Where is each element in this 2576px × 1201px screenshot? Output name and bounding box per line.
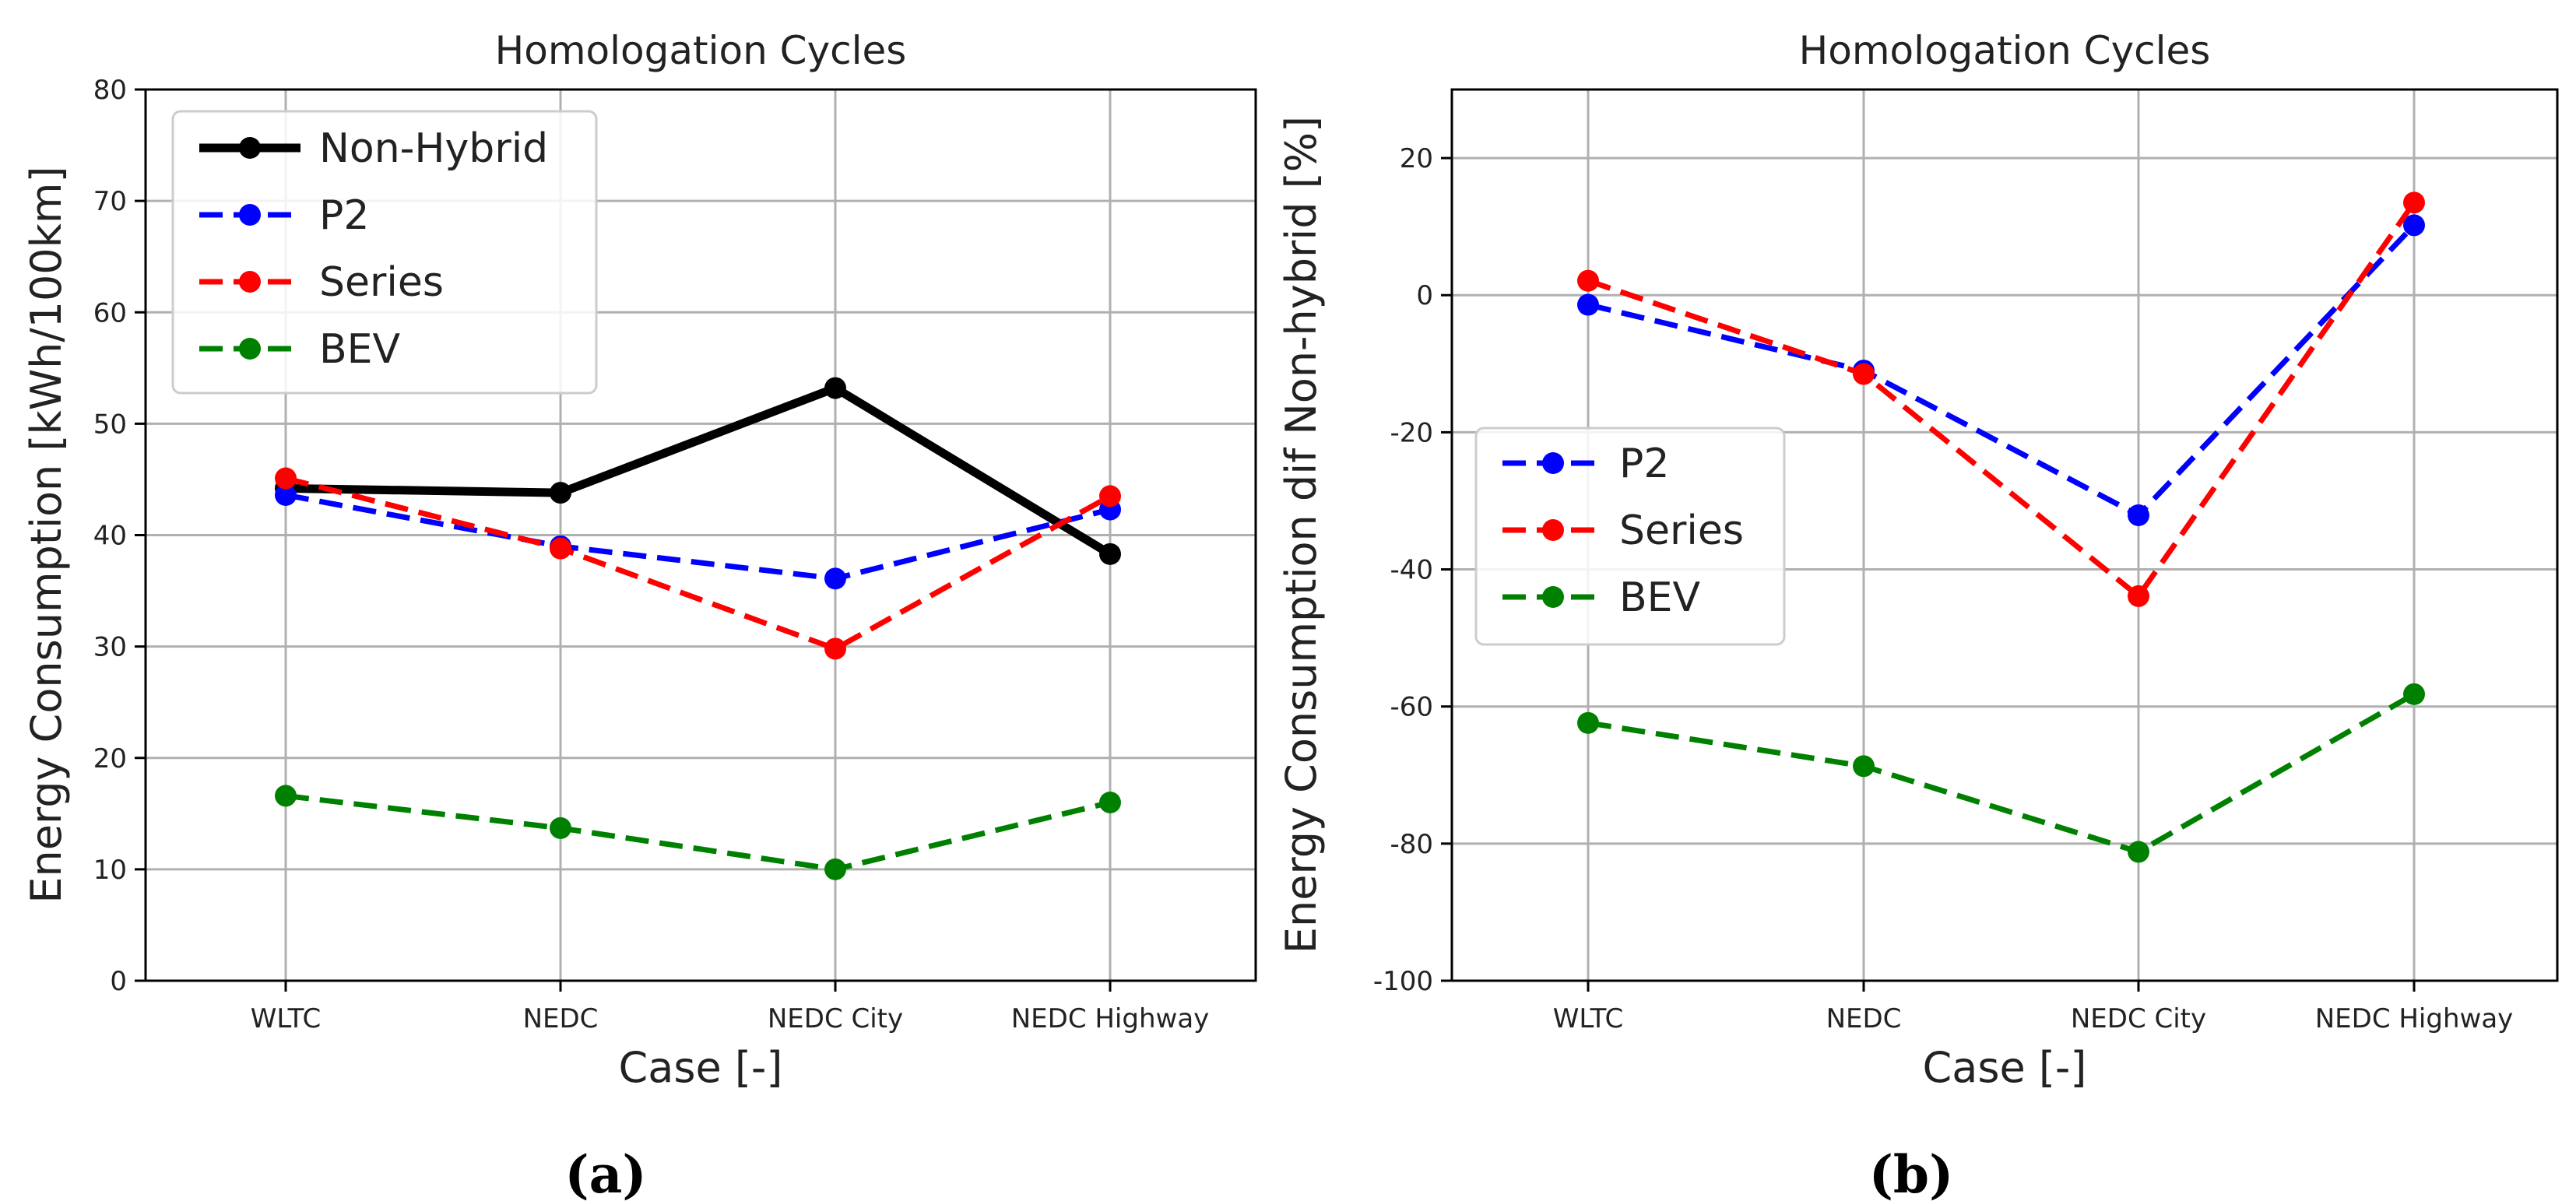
chart-b-legend: P2 Series BEV	[1474, 427, 1786, 646]
series-line-series	[1587, 201, 2416, 599]
series-line-bev	[285, 792, 1111, 873]
chart-b-xlabel: Case [-]	[1923, 1043, 2087, 1092]
legend-marker-p2	[1542, 452, 1564, 474]
data-point-series	[2403, 191, 2425, 214]
y-tick-label: 20	[1400, 143, 1433, 174]
legend-label-bev: BEV	[319, 326, 401, 373]
chart-b-frame	[1450, 88, 2559, 982]
legend-label-series: Series	[1619, 507, 1744, 554]
legend-marker-series	[1542, 519, 1564, 541]
series-line-bev	[1587, 691, 2416, 855]
data-point-p2	[2128, 504, 2149, 526]
data-point-bev	[1853, 755, 1875, 778]
data-point-series	[1853, 363, 1875, 385]
data-point-non-hybrid	[1099, 543, 1121, 565]
chart-b-title: Homologation Cycles	[1799, 28, 2211, 73]
data-point-bev	[1099, 792, 1121, 813]
chart-a-title: Homologation Cycles	[495, 28, 907, 73]
chart-a: Homologation Cycles 0 10 20 30 40 50 60 70 80 WL…	[22, 28, 1257, 1201]
legend-marker-bev	[239, 338, 261, 360]
data-point-series	[550, 537, 571, 560]
y-tick-label: 20	[93, 743, 127, 774]
chart-b-y-ticks: -100 -80 -60 -40 -20 0 20	[1373, 143, 1452, 997]
data-point-bev	[2128, 841, 2149, 863]
data-point-p2	[1577, 293, 1599, 316]
x-tick-label: NEDC	[523, 1003, 599, 1034]
x-tick-label: NEDC Highway	[2315, 1003, 2514, 1034]
y-tick-label: 70	[93, 186, 127, 217]
x-tick-label: WLTC	[251, 1003, 321, 1034]
series-line-p2	[1587, 223, 2416, 518]
chart-b-x-ticks: WLTC NEDC NEDC City NEDC Highway	[1553, 981, 2513, 1034]
y-tick-label: 0	[1416, 280, 1433, 311]
x-tick-label: NEDC City	[2071, 1003, 2206, 1034]
data-point-bev	[824, 858, 846, 880]
y-tick-label: -100	[1373, 966, 1433, 997]
chart-a-sublabel: (a)	[564, 1144, 646, 1201]
y-tick-label: 10	[93, 855, 127, 886]
x-tick-label: WLTC	[1553, 1003, 1623, 1034]
chart-a-ylabel: Energy Consumption [kWh/100km]	[22, 166, 71, 903]
chart-b-ylabel: Energy Consumption dif Non-hybrid [%]	[1277, 116, 1326, 953]
y-tick-label: 60	[93, 297, 127, 328]
y-tick-label: 50	[93, 409, 127, 440]
data-point-bev	[550, 816, 571, 839]
data-point-non-hybrid	[824, 377, 846, 399]
chart-a-xlabel: Case [-]	[619, 1043, 783, 1092]
y-tick-label: -40	[1390, 555, 1433, 586]
chart-b-sublabel: (b)	[1869, 1144, 1954, 1201]
data-point-series	[275, 467, 297, 490]
chart-a-legend-box	[171, 110, 598, 395]
data-point-series	[824, 637, 846, 660]
chart-b: Homologation Cycles -100-80-60-40-20020 …	[1277, 28, 2559, 1201]
legend-label-p2: P2	[319, 192, 369, 239]
legend-marker-bev	[1542, 586, 1564, 608]
legend-label-bev: BEV	[1619, 574, 1701, 621]
x-tick-label: NEDC Highway	[1011, 1003, 1210, 1034]
data-point-p2	[2403, 214, 2425, 237]
data-point-bev	[1577, 711, 1599, 734]
data-point-series	[1577, 269, 1599, 292]
series-line-series	[285, 476, 1112, 651]
chart-a-y-ticks: 0 10 20 30 40 50 60 70 80	[93, 75, 146, 997]
y-tick-label: 30	[93, 632, 127, 663]
data-point-p2	[275, 483, 297, 506]
series-line-non-hybrid	[285, 384, 1112, 558]
x-tick-label: NEDC City	[768, 1003, 903, 1034]
legend-label-non-hybrid: Non-Hybrid	[319, 125, 548, 172]
data-point-non-hybrid	[550, 482, 571, 504]
y-tick-label: -20	[1390, 417, 1433, 448]
legend-marker-p2	[239, 204, 261, 226]
data-point-bev	[2403, 683, 2425, 705]
data-point-bev	[275, 785, 297, 807]
data-point-p2	[824, 567, 846, 590]
y-tick-label: -60	[1390, 692, 1433, 723]
x-tick-label: NEDC	[1826, 1003, 1902, 1034]
y-tick-label: -80	[1390, 829, 1433, 860]
legend-marker-non-hybrid	[239, 137, 261, 159]
chart-a-legend: Non-Hybrid P2 Series BEV	[171, 110, 598, 395]
data-point-series	[1099, 485, 1121, 507]
chart-b-series	[1577, 191, 2425, 863]
series-line-p2	[285, 492, 1111, 581]
y-tick-label: 80	[93, 75, 127, 106]
legend-label-series: Series	[319, 259, 444, 306]
y-tick-label: 0	[110, 966, 127, 997]
data-point-series	[2128, 585, 2149, 607]
chart-a-series	[275, 377, 1121, 880]
legend-marker-series	[239, 271, 261, 293]
legend-label-p2: P2	[1619, 441, 1669, 487]
chart-a-x-ticks: WLTC NEDC NEDC City NEDC Highway	[251, 981, 1209, 1034]
y-tick-label: 40	[93, 521, 127, 552]
chart-a-frame	[144, 88, 1257, 982]
